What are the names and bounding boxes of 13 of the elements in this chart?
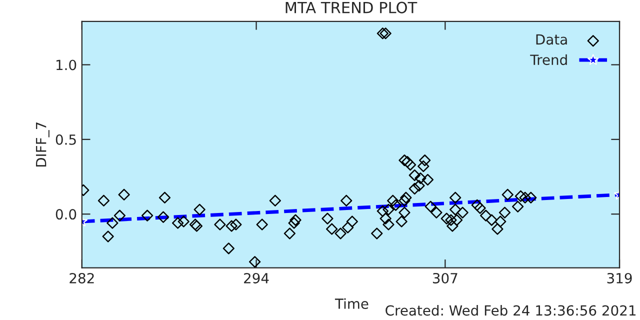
- x-tick-label: 307: [432, 272, 458, 284]
- chart-title: MTA TREND PLOT: [286, 2, 418, 14]
- text: Created: Wed Feb 24 13:36:56 2021: [386, 304, 636, 316]
- legend-label: Data: [536, 34, 567, 45]
- y-tick-label: 0.0: [56, 209, 76, 220]
- legend-label: Trend: [530, 54, 567, 66]
- x-tick-label: 294: [244, 272, 269, 284]
- y-tick-label: 0.5: [56, 134, 76, 145]
- x-tick-label: 282: [70, 272, 94, 284]
- x-tick-label: 319: [607, 272, 632, 284]
- x-axis-title: Time: [334, 298, 368, 309]
- y-axis-title: DIFF_7: [36, 122, 50, 167]
- y-tick-label: 1.0: [56, 60, 76, 70]
